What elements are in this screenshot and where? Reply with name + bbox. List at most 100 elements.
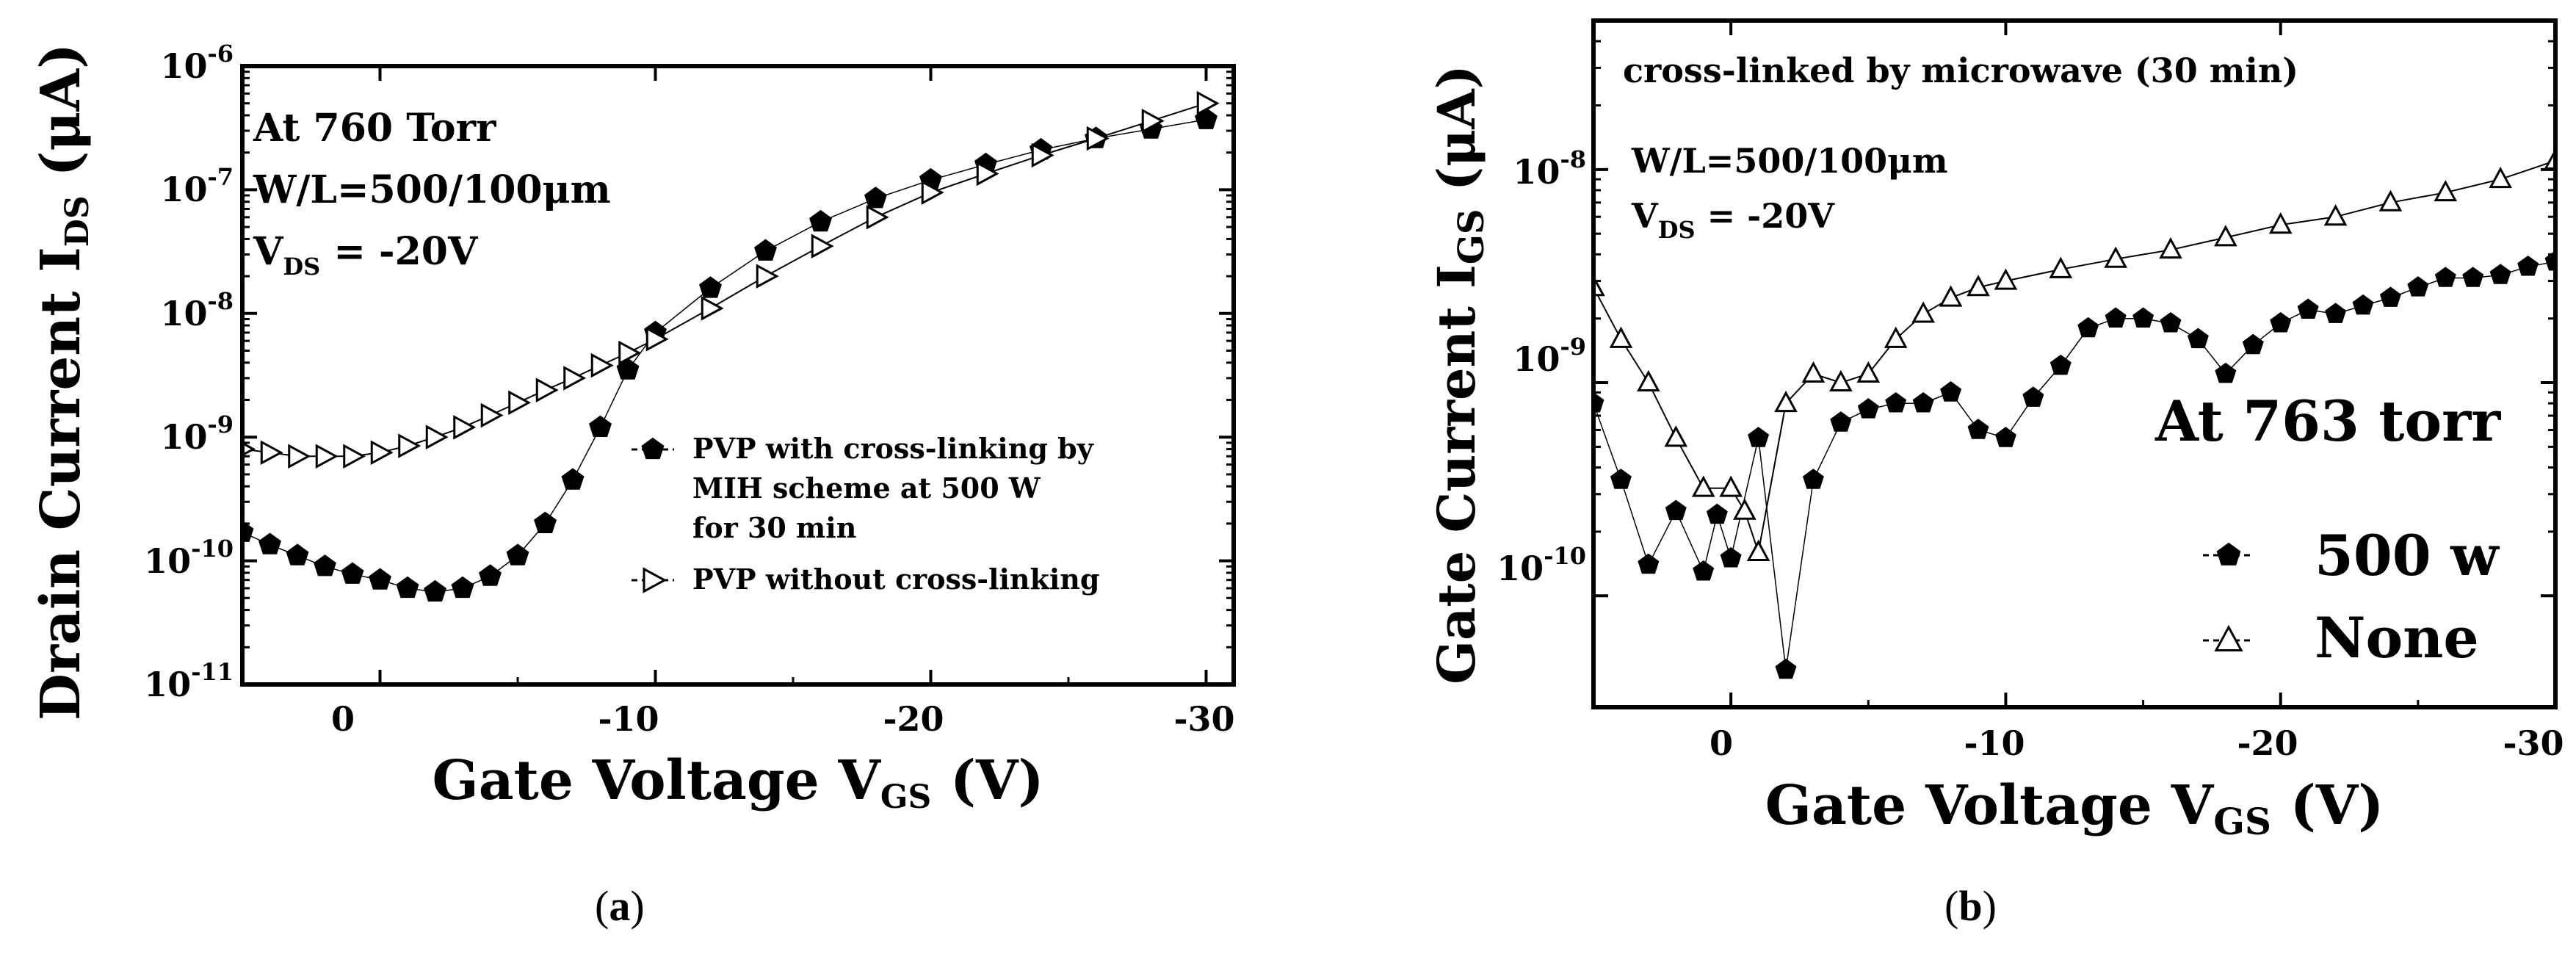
- y-tick-label: 10-9: [160, 411, 234, 457]
- data-point-open: [921, 180, 944, 205]
- data-point-filled: [1693, 560, 1715, 581]
- data-point-open: [2323, 204, 2348, 226]
- data-point-filled: [2215, 362, 2237, 383]
- data-point-filled: [2462, 267, 2484, 287]
- data-point-open: [1911, 301, 1935, 323]
- data-point-filled: [258, 532, 281, 554]
- data-point-filled: [616, 358, 640, 380]
- data-point-filled: [1967, 419, 1989, 439]
- data-point-filled: [1940, 381, 1962, 402]
- data-point-filled: [2544, 250, 2555, 271]
- data-point-filled: [2160, 311, 2182, 333]
- panel-a-y-tick-labels: 10-6 10-7 10-8 10-9 10-10 10-11: [144, 40, 234, 704]
- data-point-open: [563, 366, 587, 391]
- panel-a-x-axis-label: Gate Voltage VGS (V): [433, 749, 1044, 816]
- y-tick-label: 10-10: [144, 535, 234, 581]
- data-point-open: [590, 353, 614, 378]
- data-point-filled: [396, 576, 419, 599]
- data-point-filled: [479, 564, 502, 586]
- data-point-open: [288, 444, 311, 469]
- panel-a-annotation-wl: W/L=500/100μm: [253, 167, 611, 212]
- panel-b-annotation-wl: W/L=500/100μm: [1631, 141, 1948, 181]
- data-point-open: [2434, 180, 2458, 202]
- data-point-filled: [1748, 427, 1770, 447]
- data-point-open: [645, 326, 669, 352]
- panel-b-annotation: cross-linked by microwave (30 min) W/L=5…: [1623, 51, 2501, 454]
- panel-a-x-tick-labels: 0 -10 -20 -30: [331, 699, 1235, 739]
- data-point-filled: [369, 568, 391, 590]
- data-point-open: [1829, 369, 1853, 392]
- panel-b-annotation-vds: VDS = -20V: [1631, 196, 1835, 244]
- legend-marker-open-triangle: [643, 567, 667, 593]
- legend-marker-filled-pentagon: [2216, 542, 2241, 565]
- data-point-filled: [506, 543, 529, 565]
- data-point-filled: [699, 276, 722, 298]
- panel-a-annotation: At 760 Torr W/L=500/100μm VDS = -20V: [253, 106, 611, 281]
- panel-b-annotation-title: cross-linked by microwave (30 min): [1623, 51, 2298, 90]
- panel-a-annotation-pressure: At 760 Torr: [253, 106, 496, 151]
- data-point-filled: [2270, 311, 2292, 333]
- data-point-filled: [1857, 398, 1879, 419]
- plot-area: [242, 90, 1220, 602]
- data-point-open: [1691, 475, 1715, 497]
- panel-a-caption: (a): [595, 882, 645, 930]
- data-point-filled: [2407, 276, 2429, 297]
- panel-b-y-tick-labels: 10-8 10-9 10-10: [1497, 145, 1586, 588]
- data-point-filled: [2352, 294, 2374, 315]
- plot-area: [1593, 148, 2555, 679]
- data-point-filled: [1830, 411, 1852, 432]
- legend-label-crosslinked-line2: MIH scheme at 500 W: [692, 471, 1041, 505]
- data-point-open: [1086, 126, 1110, 151]
- panel-b-y-axis-label: Gate Current IGS (μA): [1426, 65, 1492, 684]
- data-point-filled: [1912, 391, 1934, 413]
- data-point-filled: [2105, 307, 2127, 328]
- data-point-open: [2214, 225, 2237, 247]
- data-point-filled: [2242, 333, 2264, 355]
- panel-a-data: [242, 90, 1220, 602]
- data-point-filled: [2022, 386, 2044, 407]
- data-point-open: [2378, 189, 2403, 212]
- data-point-open: [866, 204, 889, 230]
- data-point-filled: [2049, 354, 2072, 375]
- panel-b: 10-8 10-9 10-10 0 -10 -20 -30 Gate Volta…: [1426, 18, 2564, 843]
- panel-b-x-axis-label: Gate Voltage VGS (V): [1765, 774, 2384, 843]
- data-point-filled: [341, 562, 364, 584]
- legend-label-none: None: [2315, 605, 2479, 671]
- data-point-filled: [589, 415, 612, 437]
- data-point-filled: [2077, 317, 2099, 338]
- data-point-open: [398, 433, 422, 458]
- data-point-open: [508, 390, 532, 416]
- data-point-open: [2159, 237, 2182, 259]
- data-point-filled: [1610, 469, 1632, 489]
- data-point-open: [480, 402, 504, 428]
- panel-b-data: [1593, 148, 2555, 679]
- data-point-filled: [1775, 658, 1797, 679]
- data-point-open: [535, 377, 559, 402]
- data-point-open: [1196, 90, 1220, 116]
- data-point-filled: [2325, 303, 2347, 323]
- data-point-open: [2104, 246, 2127, 268]
- data-point-open: [1593, 275, 1605, 297]
- panel-a: 10-6 10-7 10-8 10-9 10-10 10-11 0 -10 -2…: [29, 40, 1236, 816]
- legend-marker-open-triangle: [2214, 624, 2243, 651]
- data-point-filled: [2379, 286, 2401, 307]
- data-point-open: [1746, 539, 1770, 562]
- panel-b-legend: 500 w None: [2203, 523, 2500, 671]
- data-point-open: [343, 444, 366, 469]
- data-point-open: [1856, 361, 1881, 383]
- data-point-filled: [242, 520, 254, 542]
- data-point-open: [1801, 361, 1826, 383]
- data-point-open: [453, 415, 477, 440]
- data-point-filled: [1593, 391, 1604, 413]
- panel-a-annotation-vds: VDS = -20V: [253, 229, 479, 281]
- panel-a-plot-frame: [240, 64, 1236, 687]
- data-point-open: [315, 444, 339, 469]
- data-point-filled: [2132, 307, 2154, 328]
- data-point-open: [1141, 108, 1165, 134]
- data-point-filled: [534, 511, 557, 533]
- data-point-open: [701, 296, 724, 321]
- data-point-filled: [1665, 499, 1687, 521]
- legend-label-crosslinked: PVP with cross-linking by: [692, 432, 1094, 465]
- y-tick-label: 10-8: [160, 287, 234, 333]
- panel-a-legend: PVP with cross-linking by MIH scheme at …: [632, 432, 1099, 596]
